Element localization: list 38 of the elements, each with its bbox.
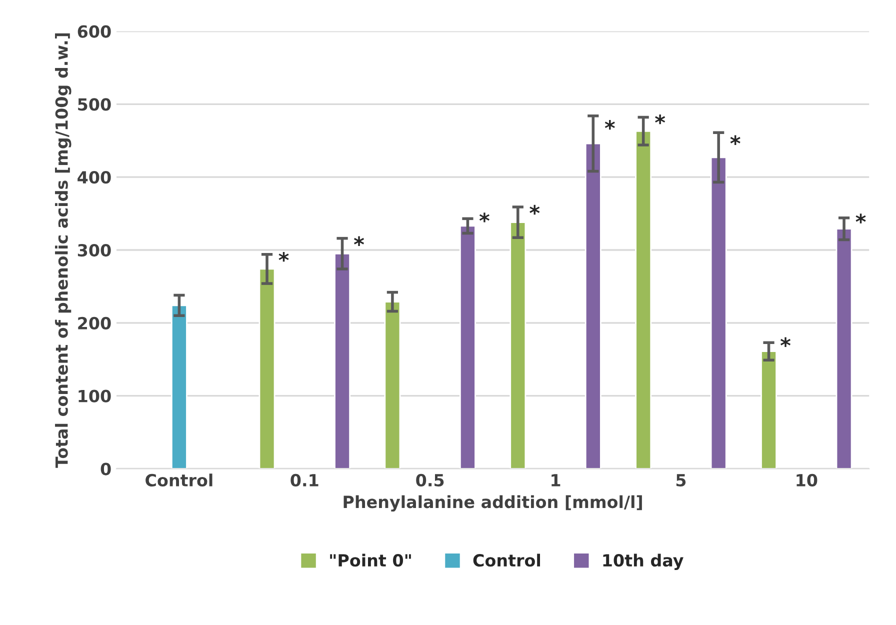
legend-label: Control: [473, 554, 540, 567]
y-tick-label: 100: [78, 390, 111, 402]
bar: [258, 268, 276, 469]
x-axis-title: Phenylalanine addition [mmol/l]: [344, 495, 642, 512]
legend-label: 10th day: [603, 554, 684, 570]
y-tick-label: 500: [78, 98, 111, 111]
y-tick-label: 400: [78, 171, 111, 184]
bar: [635, 130, 652, 469]
bar: [384, 301, 401, 469]
x-tick-label: 5: [676, 474, 686, 487]
y-tick-label: 300: [78, 244, 111, 257]
bar: [760, 350, 777, 469]
bar: [510, 222, 526, 469]
x-tick-label: 0.5: [416, 474, 444, 487]
bar: [836, 228, 852, 469]
y-tick-label: 600: [78, 25, 111, 38]
bar: [584, 142, 602, 469]
data-label: *: [479, 212, 490, 222]
data-label: *: [278, 252, 289, 262]
x-tick-label: 10: [796, 474, 818, 487]
data-label: *: [730, 135, 740, 145]
bar: [710, 156, 727, 469]
data-label: *: [780, 337, 791, 347]
x-tick-label: Control: [146, 474, 212, 487]
x-tick-label: 1: [552, 474, 560, 486]
legend-label: "Point 0": [330, 554, 411, 567]
bar: [459, 225, 476, 469]
y-tick-label: 200: [78, 316, 111, 330]
data-label: *: [530, 204, 540, 215]
y-axis-title: Total content of phenolic acids [mg/100g d.w.]: [55, 33, 72, 468]
bar: [170, 304, 188, 469]
y-tick-label: 0: [100, 462, 111, 476]
x-tick-label: 0.1: [290, 474, 318, 487]
data-label: *: [354, 236, 364, 246]
bar: [334, 252, 350, 469]
data-label: *: [655, 114, 666, 124]
data-label: *: [604, 120, 615, 130]
data-label: *: [856, 214, 866, 224]
